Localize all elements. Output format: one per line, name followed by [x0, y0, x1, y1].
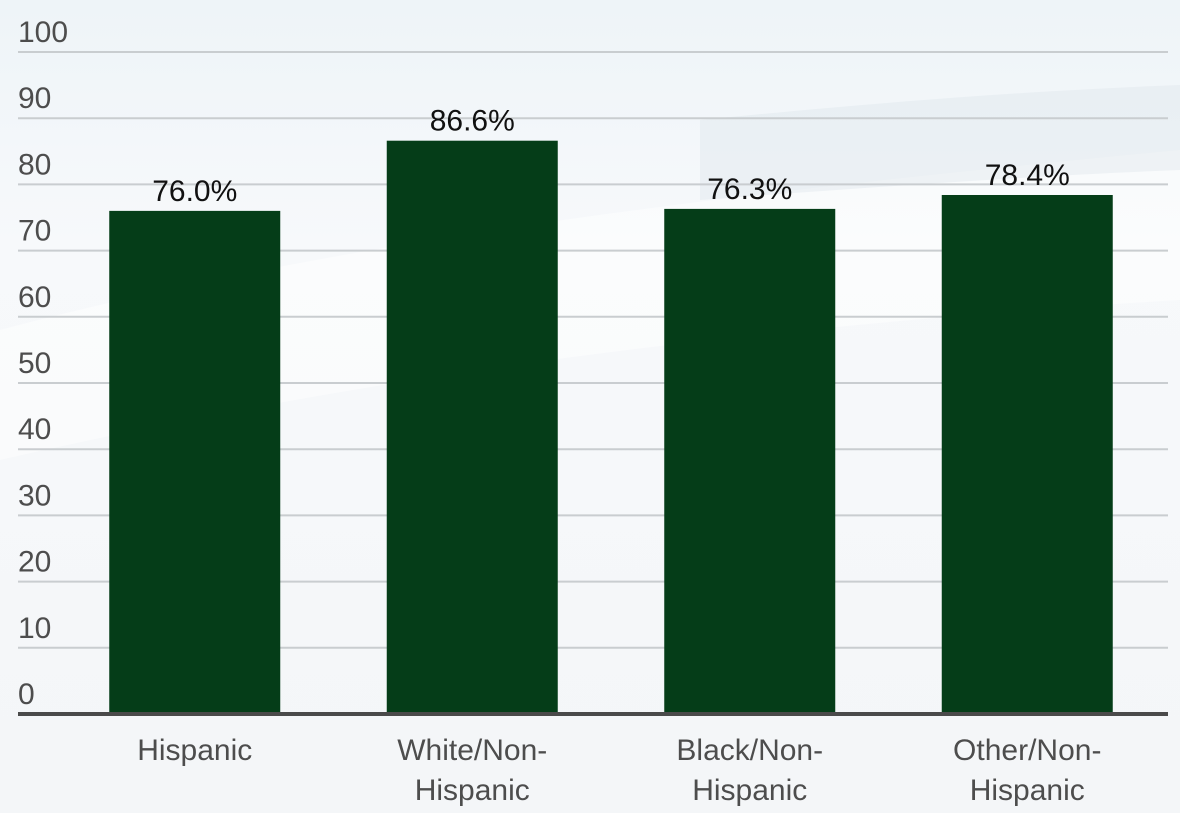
y-tick-label: 100 — [18, 16, 68, 49]
x-category-label: Black/Non- Hispanic — [676, 734, 823, 807]
x-category-label: Hispanic — [137, 734, 252, 767]
y-tick-label: 60 — [18, 281, 51, 314]
data-label: 76.0% — [152, 175, 237, 208]
x-category-label: White/Non- Hispanic — [397, 734, 547, 807]
y-tick-label: 50 — [18, 347, 51, 380]
data-label: 78.4% — [985, 159, 1070, 192]
bar — [109, 210, 281, 714]
x-category-label-line: Hispanic — [692, 774, 807, 807]
y-tick-label: 40 — [18, 413, 51, 446]
x-category-label-line: Hispanic — [415, 774, 530, 807]
y-tick-label: 0 — [18, 678, 35, 711]
bars — [109, 140, 1113, 715]
data-labels: 76.0% 86.6% 76.3% 78.4% — [152, 105, 1070, 208]
x-category-label-line: Hispanic — [137, 734, 252, 767]
y-tick-label: 30 — [18, 479, 51, 512]
y-tick-label: 90 — [18, 82, 51, 115]
x-axis-categories: Hispanic White/Non- Hispanic Black/Non- Hisp… — [137, 734, 1101, 807]
x-category-label-line: Black/Non- — [676, 734, 823, 767]
x-category-label: Other/Non- Hispanic — [953, 734, 1101, 807]
y-axis-ticks: 0 10 20 30 40 50 60 70 80 90 100 — [18, 16, 68, 711]
y-tick-label: 10 — [18, 612, 51, 645]
y-tick-label: 70 — [18, 215, 51, 248]
bar — [941, 194, 1113, 714]
bar — [386, 140, 558, 714]
y-tick-label: 80 — [18, 148, 51, 181]
x-category-label-line: Hispanic — [970, 774, 1085, 807]
data-label: 86.6% — [430, 105, 515, 138]
x-category-label-line: Other/Non- — [953, 734, 1101, 767]
y-tick-label: 20 — [18, 546, 51, 579]
x-category-label-line: White/Non- — [397, 734, 547, 767]
data-label: 76.3% — [707, 173, 792, 206]
bar — [664, 208, 836, 715]
